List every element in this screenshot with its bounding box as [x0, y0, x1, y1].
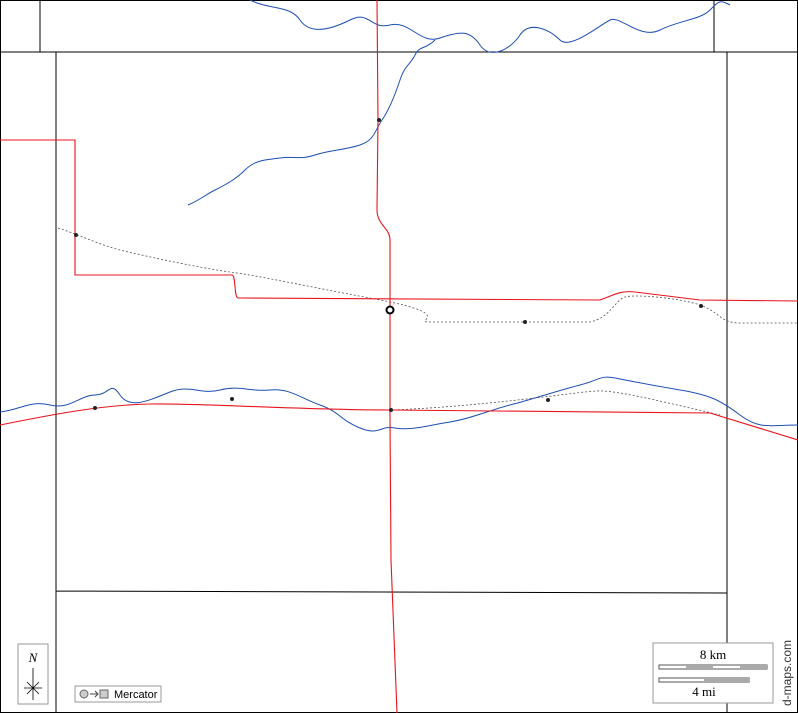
- projection-box: Mercator: [74, 685, 162, 703]
- scale-km: 8 km: [700, 647, 726, 662]
- credit: d-maps.com: [780, 640, 794, 706]
- compass: N: [17, 643, 49, 705]
- scale-mi: 4 mi: [692, 684, 716, 699]
- towns: [74, 118, 703, 412]
- scale-bar: 8 km 4 mi: [652, 642, 774, 704]
- railways: [57, 227, 798, 416]
- rivers: [0, 0, 798, 432]
- north-label: N: [28, 650, 39, 665]
- projection-label: Mercator: [114, 689, 158, 701]
